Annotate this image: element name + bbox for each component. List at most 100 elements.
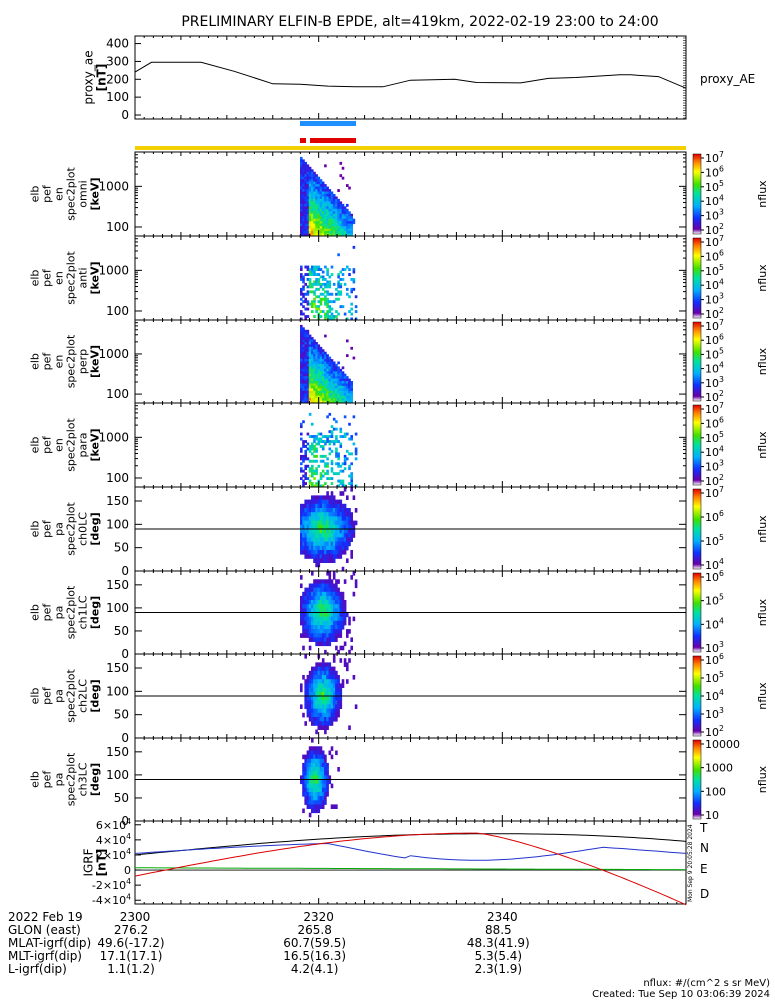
spectrogram-cell: [337, 524, 340, 530]
spectrogram-cell: [308, 385, 312, 389]
spectrogram-cell: [330, 393, 334, 396]
spectrogram-cell: [321, 440, 325, 443]
spectrogram-cell: [302, 361, 305, 365]
spectrogram-cell: [304, 231, 307, 234]
spectrogram-cell: [352, 591, 356, 597]
spectrogram-cell: [311, 196, 314, 200]
spectrogram-cell: [302, 159, 305, 163]
spectrogram-cell: [330, 783, 334, 789]
spectrogram-cell: [350, 393, 353, 396]
spectrogram-cell: [319, 700, 323, 705]
spectrogram-cell: [302, 354, 305, 357]
spectrogram-cell: [308, 226, 312, 229]
spectrogram-cell: [337, 600, 340, 605]
spectrogram-cell: [304, 171, 307, 175]
spectrogram-cell: [306, 233, 310, 237]
spectrogram-cell: [326, 388, 329, 392]
spectrogram-cell: [317, 700, 321, 705]
spectrogram-cell: [339, 208, 343, 212]
x-tick-label: 2340: [487, 910, 518, 924]
spectrogram-cell: [350, 435, 353, 438]
spectrogram-cell: [311, 587, 314, 593]
spectrogram-cell: [330, 194, 334, 197]
spectrogram-cell: [328, 537, 332, 542]
spectrogram-cell: [337, 400, 340, 404]
y-tick-label: 100: [106, 471, 129, 485]
spectrogram-cell: [326, 198, 329, 202]
spectrogram-cell: [306, 166, 310, 170]
spectrogram-cell: [321, 206, 325, 210]
spectrogram-cell: [352, 529, 356, 534]
y-tick-label: 200: [106, 72, 129, 86]
spectrogram-cell: [302, 181, 305, 185]
spectrogram-cell: [332, 700, 336, 705]
spectrogram-cell: [311, 226, 314, 229]
spectrogram-cell: [313, 472, 316, 476]
spectrogram-cell: [324, 482, 327, 485]
spectrogram-cell: [304, 216, 307, 220]
spectrogram-cell: [352, 675, 356, 680]
spectrogram-cell: [332, 218, 336, 222]
spectrogram-cell: [302, 625, 305, 630]
spectrogram-cell: [300, 203, 303, 207]
spectrogram-cell: [335, 218, 338, 222]
spectrogram-cell: [330, 211, 334, 215]
spectrogram-cell: [339, 595, 343, 601]
spectrogram-cell: [328, 398, 332, 401]
spectrogram-cell: [343, 641, 347, 647]
spectrogram-cell: [341, 211, 345, 215]
spectrogram-cell: [321, 541, 325, 547]
spectrogram-cell: [321, 771, 325, 776]
spectrogram-cell: [315, 221, 318, 225]
spectrogram-cell: [341, 541, 345, 547]
spectrogram-cell: [313, 449, 316, 453]
spectrogram-cell: [346, 376, 349, 379]
spectrogram-cell: [308, 174, 312, 178]
spectrogram-cell: [330, 459, 334, 463]
spectrogram-cell: [319, 211, 323, 215]
spectrogram-cell: [306, 208, 310, 212]
spectrogram-cell: [317, 194, 321, 197]
spectrogram-cell: [319, 302, 323, 306]
spectrogram-cell: [350, 462, 353, 466]
spectrogram-cell: [326, 595, 329, 601]
spectrogram-cell: [354, 317, 358, 321]
spectrogram-cell: [317, 595, 321, 601]
spectrogram-cell: [302, 191, 305, 195]
spectrogram-cell: [315, 278, 318, 281]
spectrogram-cell: [321, 591, 325, 597]
spectrogram-cell: [315, 273, 318, 276]
spectrogram-cell: [315, 633, 318, 638]
spectrogram-cell: [335, 704, 338, 709]
spectrogram-cell: [350, 231, 353, 234]
spectrogram-cell: [341, 221, 345, 225]
spectrogram-cell: [302, 591, 305, 597]
spectrogram-cell: [337, 675, 340, 680]
spectrogram-cell: [354, 583, 358, 589]
spectrogram-cell: [337, 591, 340, 597]
spectrogram-cell: [308, 696, 312, 701]
spectrogram-cell: [300, 211, 303, 215]
spectrogram-cell: [313, 512, 316, 517]
spectrogram-cell: [306, 290, 310, 294]
spectrogram-cell: [306, 691, 310, 697]
spectrogram-cell: [326, 368, 329, 372]
spectrogram-cell: [343, 228, 347, 232]
spectrogram-cell: [315, 796, 318, 801]
spectrogram-cell: [348, 464, 351, 468]
spectrogram-cell: [328, 198, 332, 202]
spectrogram-cell: [324, 208, 327, 212]
spectrogram-cell: [306, 464, 310, 468]
spectrogram-cell: [300, 349, 303, 353]
spectrogram-cell: [302, 295, 305, 299]
spectrogram-cell: [308, 344, 312, 348]
spectrogram-cell: [313, 211, 316, 215]
spectrogram-cell: [306, 800, 310, 805]
spectrogram-cell: [315, 437, 318, 441]
spectrogram-cell: [313, 305, 316, 309]
spectrogram-cell: [326, 457, 329, 461]
spectrogram-cell: [315, 282, 318, 286]
spectrogram-cell: [343, 390, 347, 394]
spectrogram-cell: [300, 186, 303, 190]
spectrogram-cell: [311, 666, 314, 672]
